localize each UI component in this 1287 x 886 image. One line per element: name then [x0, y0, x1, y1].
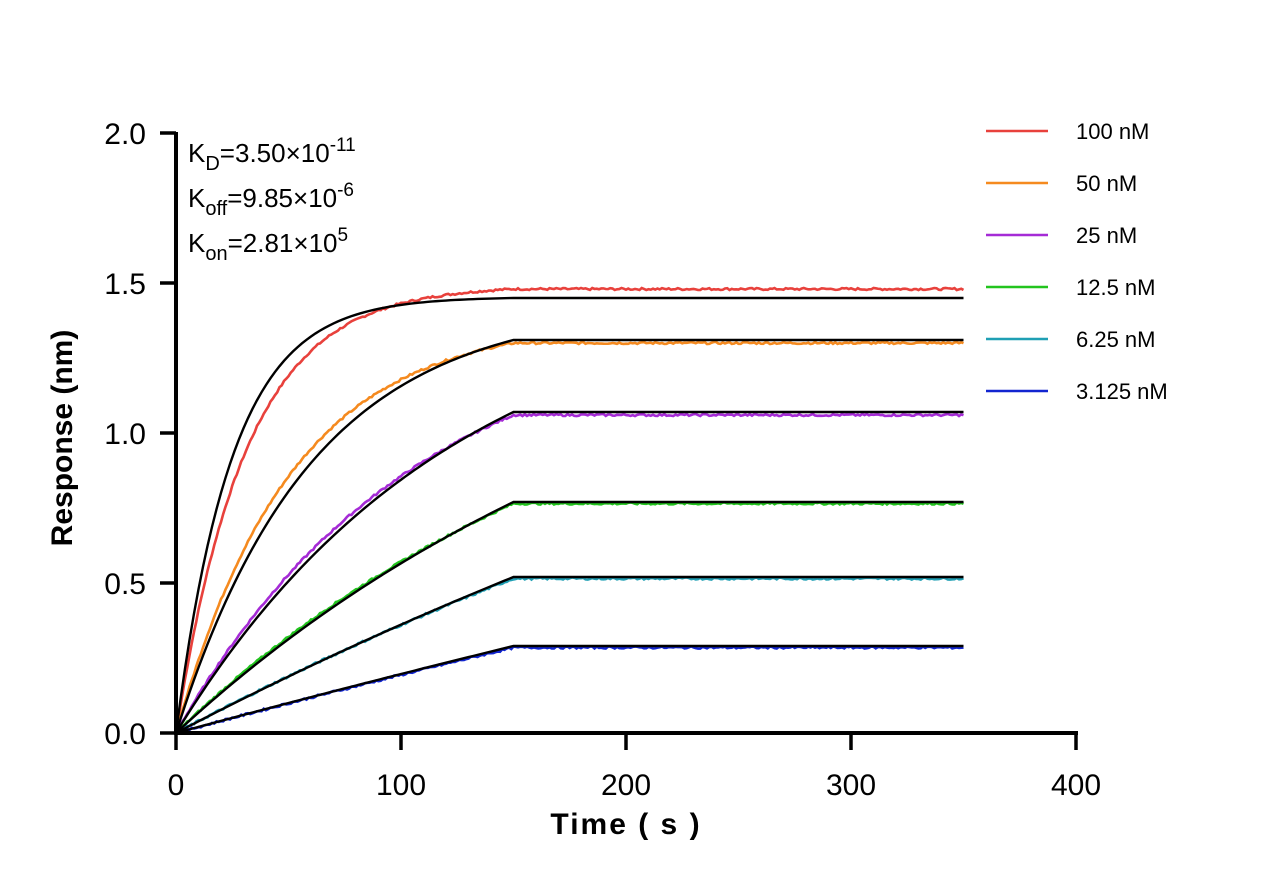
kinetic-constant-D: KD=3.50×10-11: [188, 135, 356, 175]
x-tick-label: 100: [376, 769, 426, 802]
y-axis-title: Response (nm): [46, 330, 79, 547]
series-curve: [174, 286, 965, 734]
fit-curve: [174, 338, 964, 734]
series-curve: [175, 575, 964, 735]
x-tick-label: 300: [826, 769, 876, 802]
series-curve: [175, 500, 964, 734]
legend-label: 3.125 nM: [1076, 379, 1168, 404]
legend: 100 nM 50 nM 25 nM 12.5 nM 6.25 nM 3.125 nM: [986, 119, 1168, 404]
y-tick-label: 1.0: [104, 418, 146, 451]
legend-label: 12.5 nM: [1076, 275, 1156, 300]
x-axis-ticks: 0 100 200 300 400: [168, 733, 1101, 802]
series-curve: [174, 412, 964, 734]
kinetic-constant-off: Koff=9.85×10-6: [188, 180, 354, 220]
kinetic-constants: KD=3.50×10-11 Koff=9.85×10-6 Kon=2.81×105: [188, 135, 356, 265]
kinetic-constant-on: Kon=2.81×105: [188, 225, 348, 265]
legend-label: 50 nM: [1076, 171, 1137, 196]
series-curve: [174, 340, 964, 734]
x-axis-title: Time ( s ): [550, 808, 701, 841]
fit-curve: [175, 500, 964, 734]
fit-curve: [174, 410, 964, 734]
y-tick-label: 2.0: [104, 118, 146, 151]
legend-label: 100 nM: [1076, 119, 1149, 144]
y-tick-label: 0.5: [104, 568, 146, 601]
x-tick-label: 200: [601, 769, 651, 802]
x-tick-label: 0: [168, 769, 185, 802]
series-curve: [175, 644, 964, 735]
x-tick-label: 400: [1051, 769, 1101, 802]
plot-curves: [174, 286, 965, 735]
legend-label: 25 nM: [1076, 223, 1137, 248]
y-tick-label: 0.0: [104, 718, 146, 751]
fit-curve: [174, 296, 964, 734]
y-axis-ticks: 0.0 0.5 1.0 1.5 2.0: [104, 118, 176, 751]
y-tick-label: 1.5: [104, 268, 146, 301]
fit-curve: [175, 575, 964, 735]
fit-curve: [175, 644, 964, 735]
legend-label: 6.25 nM: [1076, 327, 1156, 352]
